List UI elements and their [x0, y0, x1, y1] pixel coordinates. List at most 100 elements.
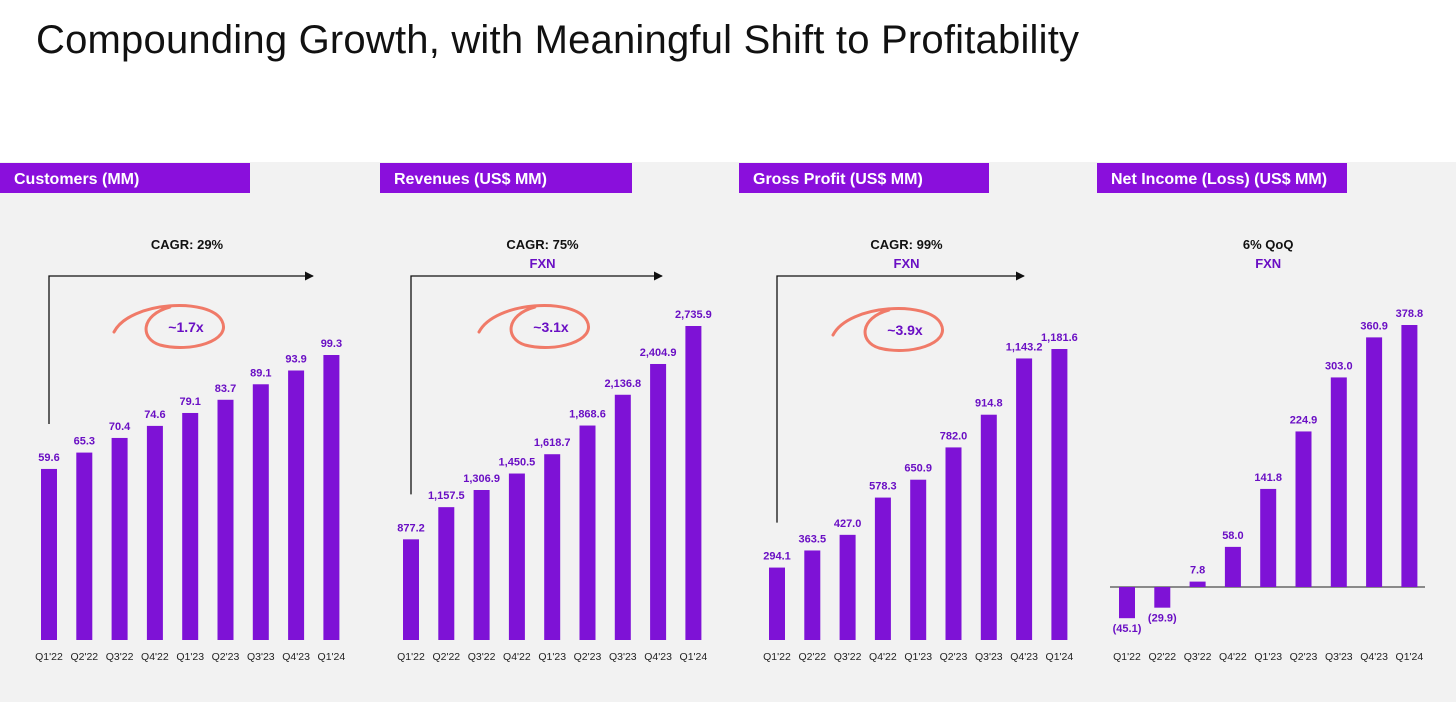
bar-2-4	[508, 473, 525, 640]
value-label-2-2: 1,157.5	[428, 490, 465, 502]
tick-label-1-6: Q2'23	[212, 651, 240, 663]
value-label-4-3: 7.8	[1190, 565, 1205, 577]
chart-title-3: Gross Profit (US$ MM)	[753, 171, 923, 188]
value-label-4-1: (45.1)	[1113, 623, 1142, 635]
value-label-2-7: 2,136.8	[604, 378, 641, 390]
value-label-3-5: 650.9	[904, 463, 932, 475]
value-label-2-3: 1,306.9	[463, 473, 500, 485]
tick-label-2-3: Q3'22	[468, 651, 496, 663]
tick-label-1-8: Q4'23	[282, 651, 310, 663]
value-label-3-8: 1,143.2	[1006, 341, 1043, 353]
tick-label-4-7: Q3'23	[1325, 651, 1353, 663]
tick-label-3-3: Q3'22	[834, 651, 862, 663]
value-label-1-9: 99.3	[321, 338, 342, 350]
highlight-circle-1	[112, 304, 225, 349]
bar-2-2	[438, 507, 455, 640]
value-label-3-9: 1,181.6	[1041, 332, 1078, 344]
tick-label-3-9: Q1'24	[1046, 651, 1074, 663]
value-label-1-1: 59.6	[38, 452, 59, 464]
bar-3-2	[804, 550, 821, 640]
tick-label-1-2: Q2'22	[70, 651, 98, 663]
chart-panel-1: Customers (MM) CAGR: 29% 59.6 Q1'22 65.3 Q2'2…	[0, 163, 345, 663]
chart-panel-2: Revenues (US$ MM) CAGR: 75% FXN 877.2 Q1'22 1…	[380, 163, 712, 663]
chart-panel-4: Net Income (Loss) (US$ MM) 6% QoQ FXN (45.1…	[1097, 163, 1425, 663]
bar-4-9	[1401, 325, 1418, 587]
value-label-1-8: 93.9	[285, 353, 306, 365]
value-label-1-7: 89.1	[250, 367, 271, 379]
tick-label-2-2: Q2'22	[432, 651, 460, 663]
tick-label-3-2: Q2'22	[798, 651, 826, 663]
value-label-1-3: 70.4	[109, 421, 131, 433]
chart-panel-3: Gross Profit (US$ MM) CAGR: 99% FXN 294.1 Q1…	[739, 163, 1078, 663]
tick-label-1-1: Q1'22	[35, 651, 63, 663]
tick-label-2-7: Q3'23	[609, 651, 637, 663]
value-label-3-1: 294.1	[763, 551, 791, 563]
bar-2-9	[685, 326, 702, 640]
chart-header-1	[0, 163, 250, 193]
bar-4-1	[1119, 587, 1135, 619]
charts-background	[0, 162, 1456, 702]
growth-note-1: CAGR: 29%	[151, 237, 224, 252]
growth-arrow-3	[776, 271, 1025, 523]
growth-note-3: CAGR: 99%	[870, 237, 943, 252]
tick-label-2-9: Q1'24	[680, 651, 708, 663]
value-label-2-1: 877.2	[397, 522, 425, 534]
page-title: Compounding Growth, with Meaningful Shif…	[36, 18, 1080, 62]
value-label-2-4: 1,450.5	[499, 457, 536, 469]
bar-1-2	[76, 452, 93, 640]
value-label-3-2: 363.5	[799, 533, 827, 545]
growth-multiple-2: ~3.1x	[533, 319, 569, 335]
chart-header-4	[1097, 163, 1347, 193]
value-label-2-5: 1,618.7	[534, 437, 571, 449]
tick-label-2-6: Q2'23	[574, 651, 602, 663]
tick-label-3-7: Q3'23	[975, 651, 1003, 663]
bar-2-6	[579, 425, 596, 640]
tick-label-1-3: Q3'22	[106, 651, 134, 663]
growth-note-2: CAGR: 75%	[506, 237, 579, 252]
tick-label-4-9: Q1'24	[1396, 651, 1424, 663]
value-label-2-9: 2,735.9	[675, 309, 712, 321]
value-label-1-5: 79.1	[179, 396, 200, 408]
bar-4-5	[1260, 488, 1277, 587]
growth-arrow-2	[410, 271, 663, 495]
chart-title-2: Revenues (US$ MM)	[394, 171, 547, 188]
value-label-1-4: 74.6	[144, 409, 165, 421]
bar-2-1	[403, 539, 419, 640]
tick-label-2-8: Q4'23	[644, 651, 672, 663]
bar-3-9	[1051, 349, 1068, 640]
chart-header-2	[380, 163, 632, 193]
tick-label-4-1: Q1'22	[1113, 651, 1141, 663]
bar-4-3	[1189, 581, 1206, 587]
value-label-3-3: 427.0	[834, 518, 862, 530]
bar-2-8	[650, 363, 667, 640]
bar-4-7	[1330, 377, 1347, 587]
bar-3-8	[1016, 358, 1033, 640]
tick-label-3-5: Q1'23	[904, 651, 932, 663]
currency-note-4: FXN	[1255, 256, 1281, 271]
tick-label-3-8: Q4'23	[1010, 651, 1038, 663]
value-label-4-6: 224.9	[1290, 414, 1318, 426]
bar-3-6	[945, 447, 962, 640]
value-label-2-8: 2,404.9	[640, 347, 677, 359]
tick-label-2-4: Q4'22	[503, 651, 531, 663]
bar-3-1	[769, 567, 785, 640]
tick-label-3-4: Q4'22	[869, 651, 897, 663]
tick-label-2-5: Q1'23	[538, 651, 566, 663]
bar-4-4	[1224, 546, 1241, 587]
bar-4-6	[1295, 431, 1312, 587]
tick-label-4-5: Q1'23	[1254, 651, 1282, 663]
value-label-3-6: 782.0	[940, 430, 968, 442]
value-label-4-9: 378.8	[1396, 308, 1424, 320]
value-label-4-7: 303.0	[1325, 360, 1353, 372]
currency-note-3: FXN	[894, 256, 920, 271]
tick-label-1-7: Q3'23	[247, 651, 275, 663]
bar-3-4	[874, 497, 891, 640]
tick-label-3-1: Q1'22	[763, 651, 791, 663]
tick-label-4-4: Q4'22	[1219, 651, 1247, 663]
bar-3-5	[910, 479, 927, 640]
currency-note-2: FXN	[530, 256, 556, 271]
tick-label-1-4: Q4'22	[141, 651, 169, 663]
bar-1-1	[41, 468, 57, 640]
tick-label-4-6: Q2'23	[1290, 651, 1318, 663]
bar-2-7	[614, 394, 631, 640]
